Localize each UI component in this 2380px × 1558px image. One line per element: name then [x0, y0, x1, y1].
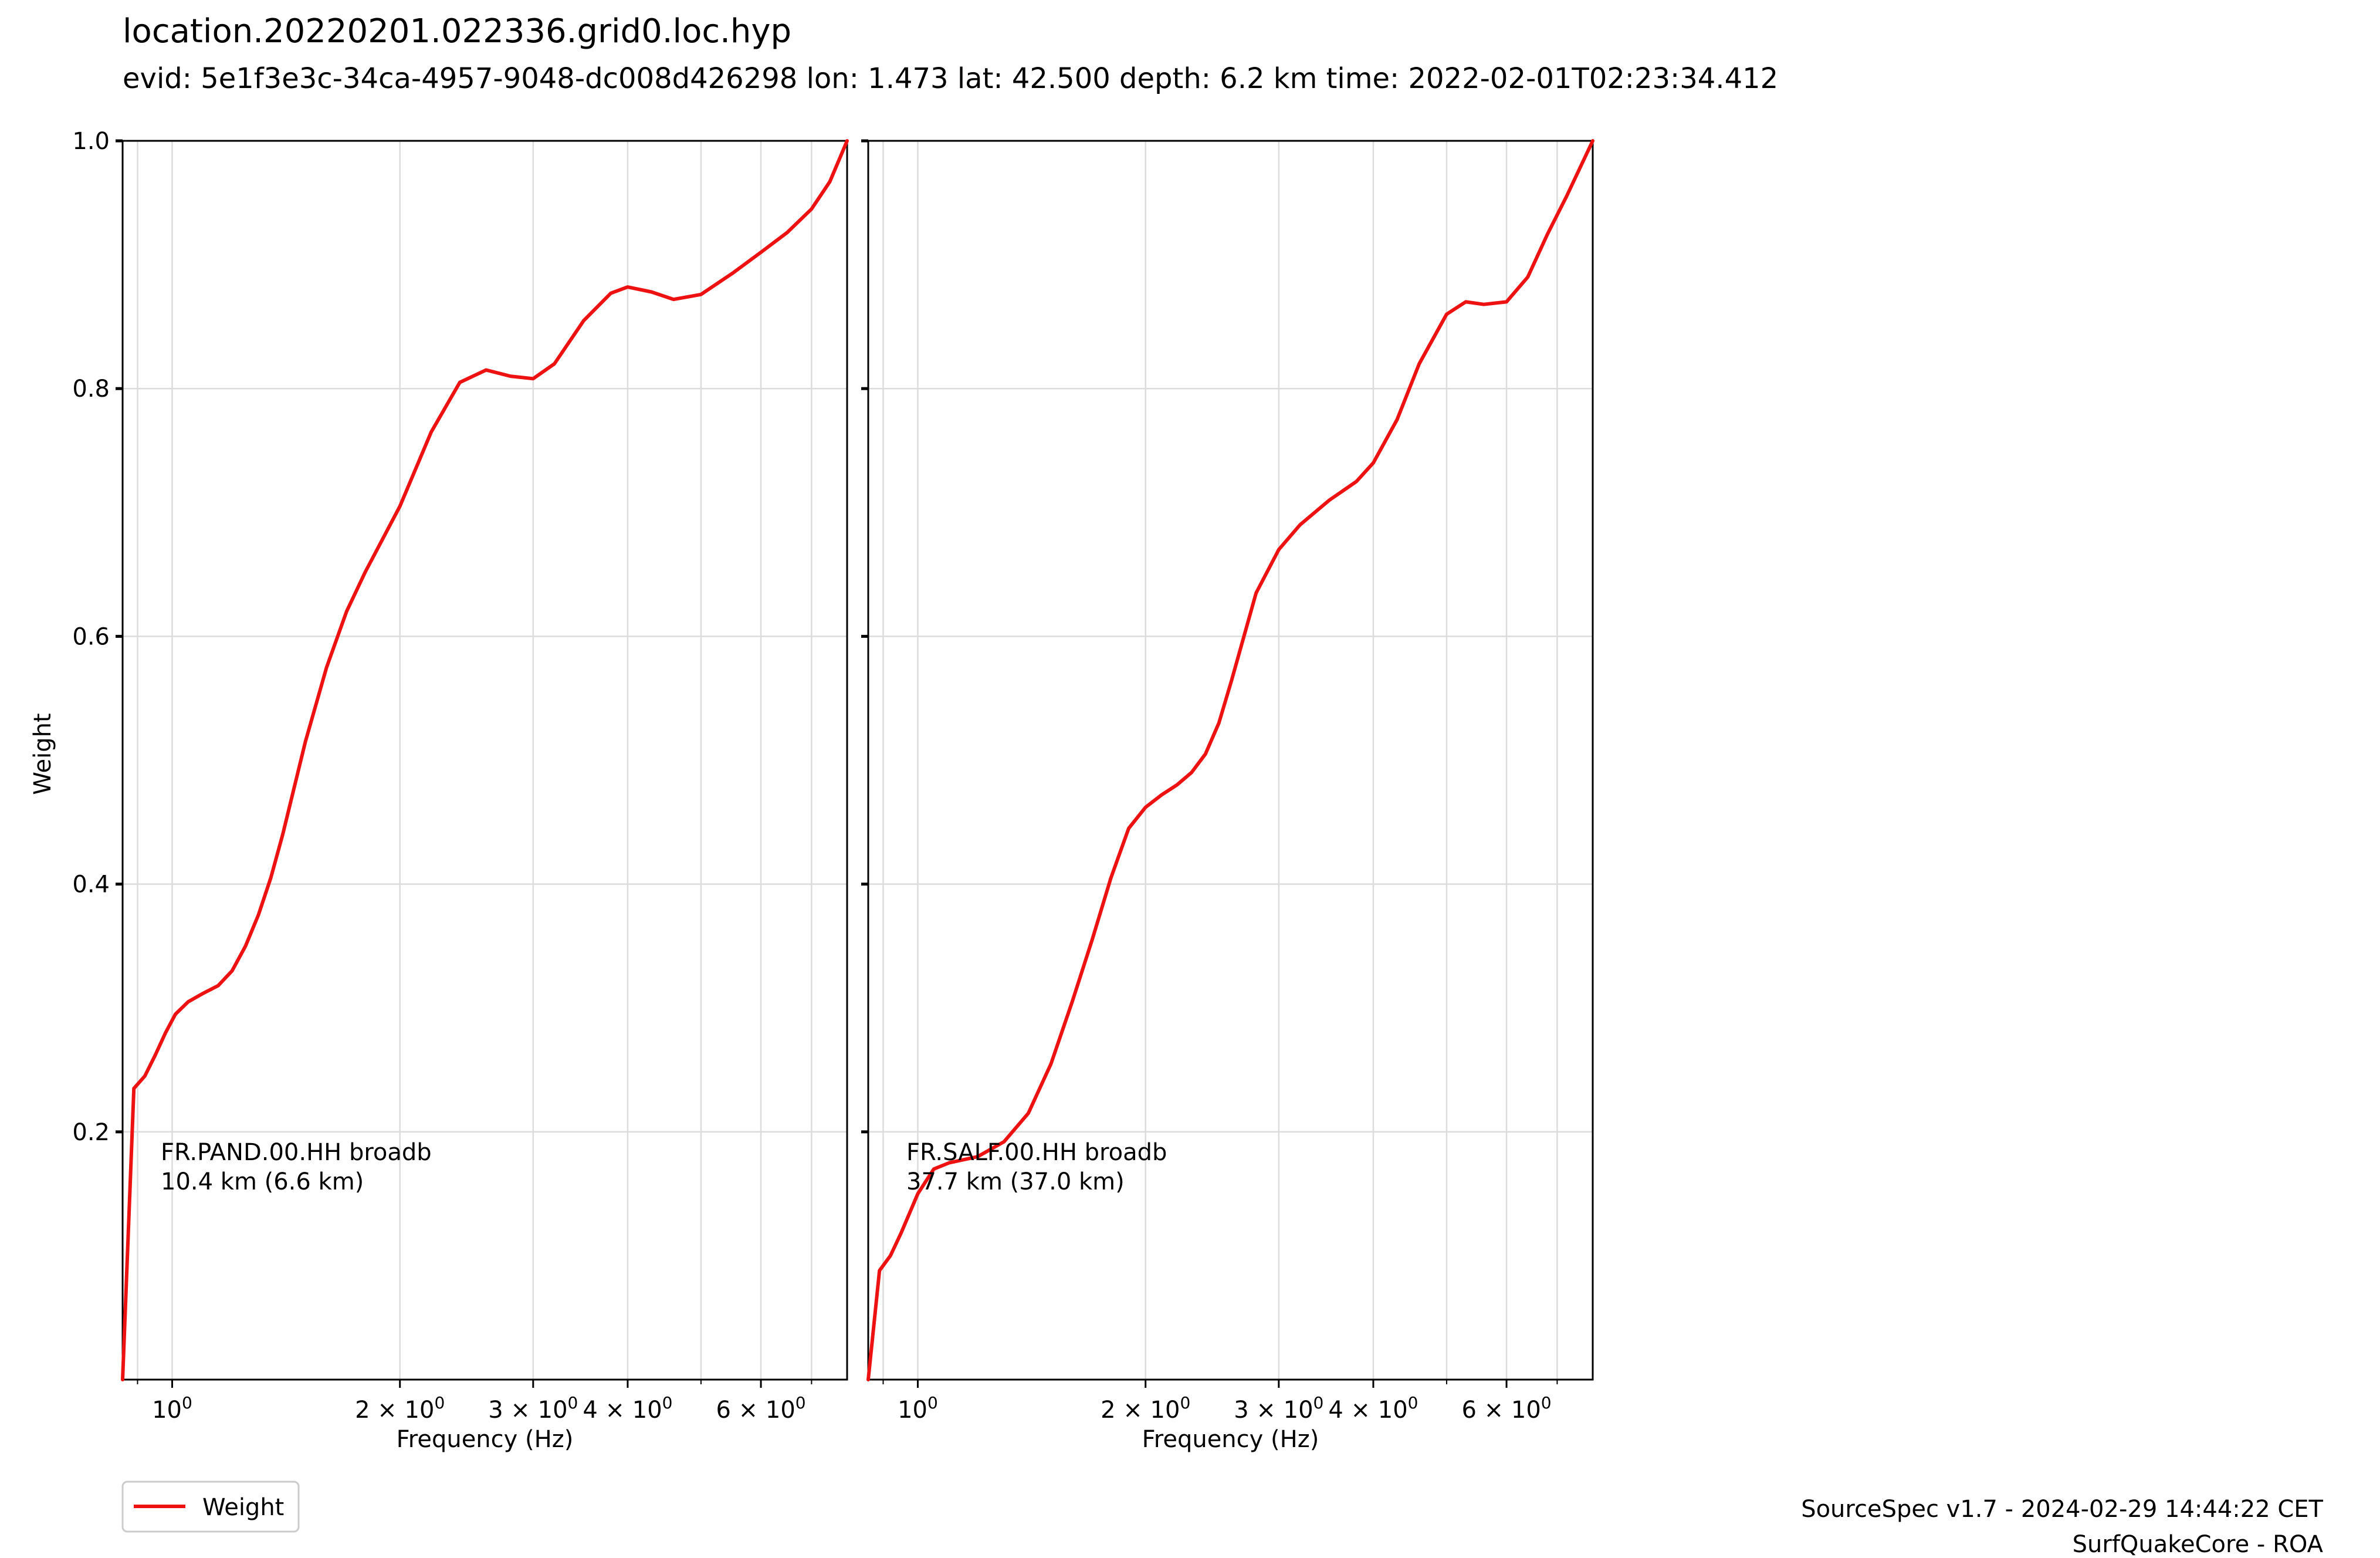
x-tick-label: 3 × 100	[488, 1393, 578, 1424]
axes-frame	[867, 140, 1594, 1381]
x-tick-label: 100	[152, 1393, 192, 1424]
x-tick-label: 2 × 100	[1101, 1393, 1190, 1424]
legend-frame	[121, 1481, 300, 1533]
x-tick-label: 4 × 100	[583, 1393, 672, 1424]
x-tick-label: 6 × 100	[1461, 1393, 1551, 1424]
figure-title: location.20220201.022336.grid0.loc.hyp	[123, 12, 791, 50]
x-tick-label: 100	[898, 1393, 938, 1424]
figure-subtitle: evid: 5e1f3e3c-34ca-4957-9048-dc008d4262…	[123, 62, 1778, 95]
legend-label: Weight	[202, 1494, 284, 1521]
x-tick-label: 2 × 100	[355, 1393, 445, 1424]
weight-series-line	[121, 139, 849, 1381]
y-tick-label: 1.0	[72, 128, 110, 155]
y-tick-label: 0.2	[72, 1119, 110, 1146]
weight-series-line	[866, 139, 1594, 1381]
station-annotation: FR.SALF.00.HH broadb	[906, 1139, 1167, 1166]
axes-frame	[121, 140, 848, 1381]
y-axis-label: Weight	[29, 713, 56, 795]
panel-salf: 100 2 × 100 3 × 100 4 × 100 6 × 100 Frequency…	[861, 139, 1594, 1453]
y-tick-label: 0.8	[72, 376, 110, 403]
x-axis-label: Frequency (Hz)	[1142, 1426, 1319, 1453]
panel-pand: 0.2 0.4 0.6 0.8 1.0 100 2 × 100 3 × 100 4 × 100 6…	[72, 128, 849, 1453]
footer-credit: SurfQuakeCore - ROA	[2073, 1531, 2324, 1558]
legend: Weight	[121, 1481, 300, 1533]
y-tick-label: 0.6	[72, 623, 110, 650]
station-annotation: 10.4 km (6.6 km)	[161, 1168, 364, 1195]
x-axis-label: Frequency (Hz)	[397, 1426, 574, 1453]
station-annotation: 37.7 km (37.0 km)	[906, 1168, 1125, 1195]
x-tick-label: 6 × 100	[716, 1393, 805, 1424]
footer-version: SourceSpec v1.7 - 2024-02-29 14:44:22 CE…	[1801, 1496, 2323, 1523]
station-annotation: FR.PAND.00.HH broadb	[161, 1139, 432, 1166]
y-tick-label: 0.4	[72, 871, 110, 898]
x-tick-label: 3 × 100	[1234, 1393, 1323, 1424]
x-tick-label: 4 × 100	[1328, 1393, 1418, 1424]
